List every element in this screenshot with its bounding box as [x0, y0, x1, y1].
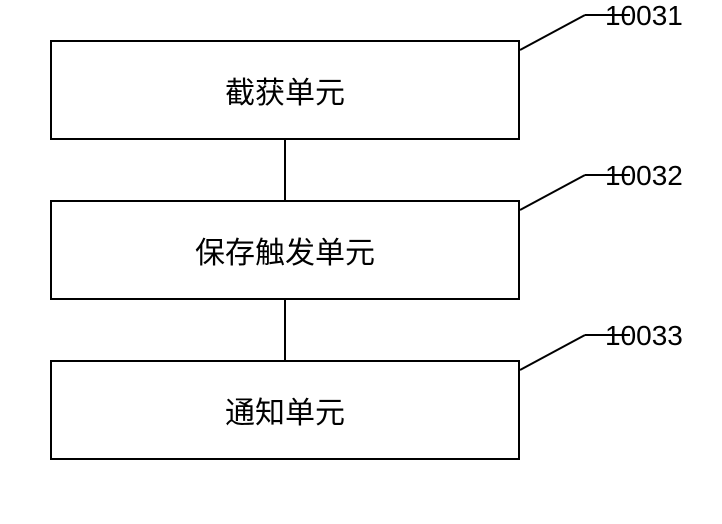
ref-label-1: 10031	[605, 0, 683, 32]
connector-1-2	[284, 140, 286, 200]
block-notification-unit: 通知单元	[50, 360, 520, 460]
block-label: 截获单元	[225, 68, 345, 112]
block-label: 保存触发单元	[195, 228, 375, 272]
connector-2-3	[284, 300, 286, 360]
block-save-trigger-unit: 保存触发单元	[50, 200, 520, 300]
flowchart-diagram: 截获单元 10031 保存触发单元 10032 通知单元 10033	[50, 40, 670, 500]
block-intercept-unit: 截获单元	[50, 40, 520, 140]
ref-label-3: 10033	[605, 320, 683, 352]
block-label: 通知单元	[225, 388, 345, 432]
ref-label-2: 10032	[605, 160, 683, 192]
